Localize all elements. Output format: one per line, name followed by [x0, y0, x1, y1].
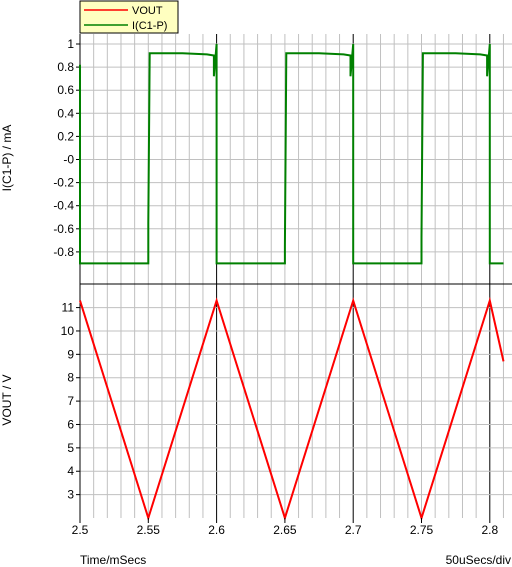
top-y-tick-label-7: -0.4: [53, 199, 74, 213]
top-panel-y-ticks: 1 0.8 0.6 0.4 0.2 -0 -0.2 -0.4 -0.6 -0.8: [53, 37, 80, 259]
bottom-y-tick-label-1: 10: [61, 324, 75, 338]
top-y-tick-label-9: -0.8: [53, 245, 74, 259]
x-axis-title: Time/mSecs: [80, 553, 147, 567]
x-tick-label-6: 2.8: [481, 523, 498, 537]
bottom-panel-series: [79, 296, 505, 522]
legend-box: [79, 0, 179, 34]
bottom-series-line-0: [79, 296, 505, 522]
x-tick-label-3: 2.65: [273, 523, 297, 537]
bottom-y-tick-label-4: 7: [67, 394, 74, 408]
bottom-y-tick-label-7: 4: [67, 464, 74, 478]
x-tick-label-4: 2.7: [345, 523, 362, 537]
bottom-y-tick-label-8: 3: [67, 488, 74, 502]
bottom-y-tick-label-6: 5: [67, 441, 74, 455]
top-y-tick-label-6: -0.2: [53, 176, 74, 190]
top-series-line-0: [79, 43, 504, 265]
x-tick-label-0: 2.5: [72, 523, 89, 537]
bottom-y-tick-label-5: 6: [67, 417, 74, 431]
x-tick-label-2: 2.6: [208, 523, 225, 537]
bottom-y-tick-label-0: 11: [62, 301, 75, 315]
top-panel-series: [79, 43, 504, 265]
top-y-tick-label-8: -0.6: [53, 222, 74, 236]
top-y-tick-label-0: 1: [67, 37, 74, 51]
top-y-tick-label-3: 0.4: [57, 106, 74, 120]
bottom-panel-y-axis-title: VOUT / V: [0, 374, 14, 425]
x-tick-label-1: 2.55: [137, 523, 161, 537]
x-axis-ticks: 2.5 2.55 2.6 2.65 2.7 2.75 2.8: [72, 518, 498, 537]
legend-label-current: I(C1-P): [132, 20, 167, 32]
bottom-panel-y-ticks: 11 10 9 8 7 6 5 4 3: [61, 301, 80, 502]
top-y-tick-label-4: 0.2: [57, 129, 74, 143]
top-y-tick-label-1: 0.8: [57, 60, 74, 74]
time-scale-label: 50uSecs/div: [445, 553, 511, 567]
x-tick-label-5: 2.75: [410, 523, 434, 537]
legend: VOUT I(C1-P): [79, 0, 179, 34]
top-y-tick-label-5: -0: [63, 153, 74, 167]
top-y-tick-label-2: 0.6: [57, 83, 74, 97]
bottom-y-tick-label-3: 8: [67, 371, 74, 385]
top-panel-y-axis-title: I(C1-P) / mA: [0, 125, 14, 192]
bottom-panel-grid: [79, 283, 512, 518]
legend-label-vout: VOUT: [132, 5, 163, 17]
bottom-y-tick-label-2: 9: [67, 347, 74, 361]
